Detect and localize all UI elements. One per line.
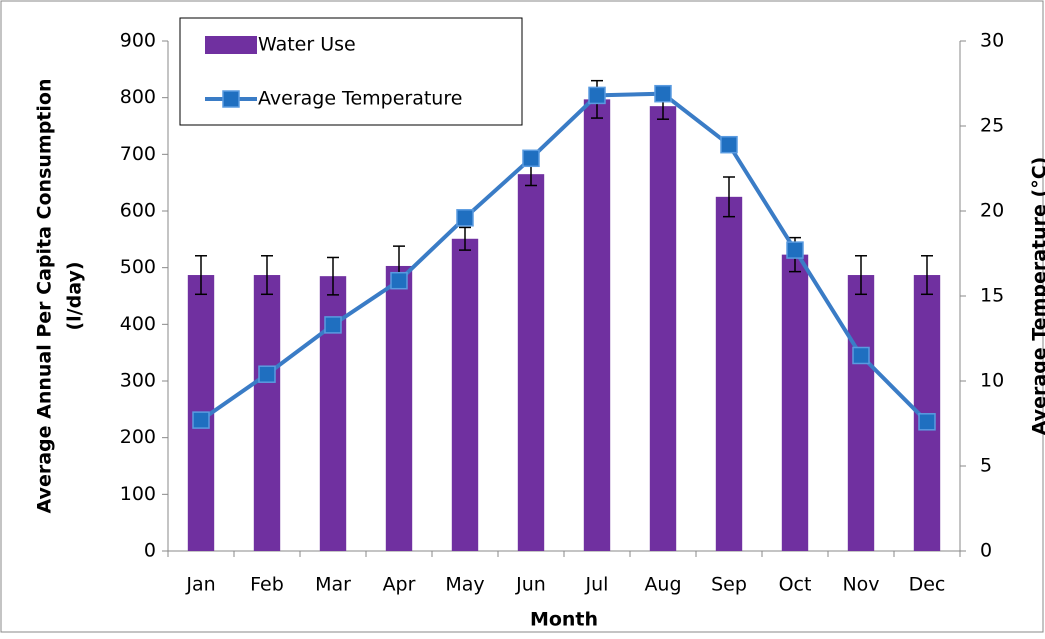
y-tick-label: 0 — [144, 540, 156, 562]
y2-tick-label: 25 — [980, 115, 1004, 137]
bar — [716, 197, 742, 551]
x-tick-label: Apr — [383, 574, 416, 596]
y-tick-label: 100 — [120, 483, 156, 505]
x-tick-label: Nov — [842, 574, 879, 596]
y2-tick-label: 10 — [980, 370, 1004, 392]
y-axis-title-line: Average Annual Per Capita Consumption — [34, 79, 56, 514]
marker — [853, 348, 869, 364]
bar — [848, 275, 874, 551]
x-tick-label: Jan — [185, 574, 215, 596]
y2-tick-label: 0 — [980, 540, 992, 562]
x-tick-label: Oct — [779, 574, 812, 596]
marker — [391, 273, 407, 289]
y-axis-title-line: (l/day) — [64, 261, 86, 330]
y-tick-label: 800 — [120, 86, 156, 108]
y2-tick-label: 20 — [980, 200, 1004, 222]
legend-label: Water Use — [258, 34, 356, 56]
legend-label: Average Temperature — [258, 88, 462, 110]
y-tick-label: 700 — [120, 143, 156, 165]
y2-axis-title-text: Average Temperature (°C) — [1029, 157, 1045, 436]
x-tick-label: May — [445, 574, 484, 596]
marker — [259, 366, 275, 382]
marker — [193, 412, 209, 428]
bar — [452, 239, 478, 551]
marker — [325, 317, 341, 333]
marker — [523, 150, 539, 166]
x-tick-label: Feb — [250, 574, 284, 596]
bar — [254, 275, 280, 551]
x-tick-label: Jun — [515, 574, 546, 596]
x-axis-title: Month — [530, 609, 598, 631]
y2-axis-title: Average Temperature (°C) — [1029, 157, 1045, 436]
y2-tick-label: 15 — [980, 285, 1004, 307]
marker — [721, 137, 737, 153]
legend-swatch — [205, 36, 257, 54]
x-tick-label: Jul — [585, 574, 609, 596]
marker — [655, 86, 671, 102]
y2-tick-label: 5 — [980, 455, 992, 477]
y-tick-label: 300 — [120, 370, 156, 392]
bar — [518, 174, 544, 551]
marker — [787, 242, 803, 258]
x-tick-label: Aug — [644, 574, 681, 596]
bar — [386, 266, 412, 551]
y-tick-label: 400 — [120, 313, 156, 335]
y-tick-label: 200 — [120, 426, 156, 448]
y-tick-label: 600 — [120, 200, 156, 222]
x-tick-label: Sep — [711, 574, 747, 596]
y-tick-label: 500 — [120, 256, 156, 278]
y-tick-label: 900 — [120, 30, 156, 52]
bar — [584, 99, 610, 551]
x-tick-label: Mar — [315, 574, 351, 596]
legend-marker — [223, 91, 239, 107]
marker — [457, 210, 473, 226]
marker — [919, 414, 935, 430]
marker — [589, 87, 605, 103]
bar — [650, 106, 676, 551]
bar — [782, 255, 808, 551]
x-tick-label: Dec — [909, 574, 946, 596]
y2-tick-label: 30 — [980, 30, 1004, 52]
